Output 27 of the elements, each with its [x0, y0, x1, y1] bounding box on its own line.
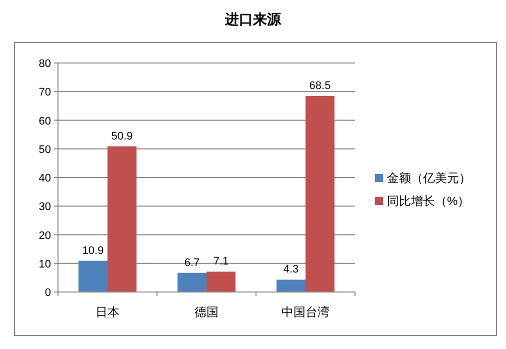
bar — [108, 146, 136, 292]
bar — [78, 260, 108, 292]
legend-label: 金额（亿美元） — [387, 171, 471, 185]
y-tick-label: 20 — [38, 230, 51, 242]
data-label: 6.7 — [184, 256, 200, 269]
y-tick-label: 70 — [38, 86, 51, 99]
y-tick-label: 10 — [38, 258, 51, 270]
legend-label: 同比增长（%） — [387, 194, 470, 208]
bar — [276, 280, 306, 292]
x-tick-label: 德国 — [194, 305, 218, 319]
bar — [306, 96, 334, 292]
data-label: 68.5 — [309, 80, 331, 92]
data-label: 50.9 — [111, 130, 133, 142]
y-tick-label: 50 — [38, 144, 51, 156]
y-tick-label: 30 — [38, 201, 51, 214]
data-label: 4.3 — [283, 264, 299, 276]
bar — [178, 272, 206, 292]
data-label: 7.1 — [213, 256, 229, 268]
x-tick-label: 日本 — [96, 305, 120, 319]
y-tick-label: 80 — [38, 58, 51, 70]
y-tick-label: 40 — [38, 172, 51, 184]
data-label: 10.9 — [82, 244, 104, 257]
chart-title: 进口来源 — [224, 11, 282, 27]
x-tick-label: 中国台湾 — [282, 305, 330, 319]
y-tick-label: 0 — [44, 287, 51, 299]
bar — [206, 272, 236, 292]
y-tick-label: 60 — [38, 115, 51, 128]
